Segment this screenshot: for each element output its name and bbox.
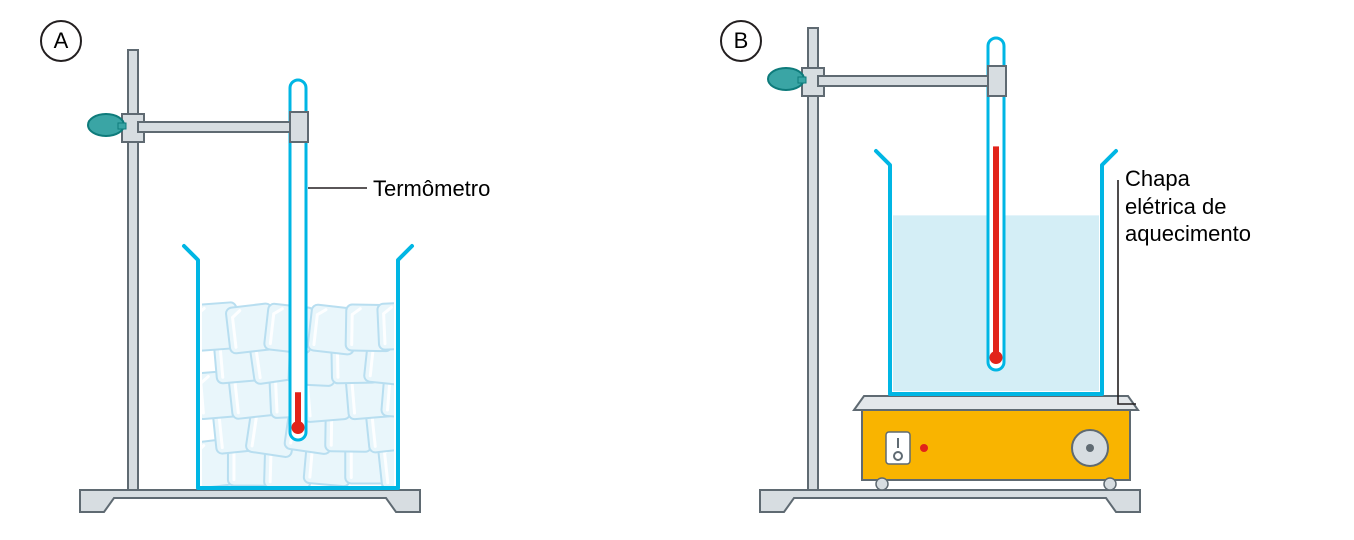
svg-a: [40, 20, 500, 520]
thermometer-label: Termômetro: [373, 175, 490, 203]
panel-a: A: [40, 20, 500, 520]
hotplate-label: Chapaelétrica deaquecimento: [1125, 165, 1275, 248]
diagram-row: A: [40, 20, 1314, 520]
svg-b: [720, 20, 1280, 520]
panel-badge-b: B: [720, 20, 762, 62]
panel-badge-a: A: [40, 20, 82, 62]
scene-a: Termômetro: [40, 20, 500, 520]
scene-b: Chapaelétrica deaquecimento: [720, 20, 1280, 520]
panel-b: B Chapaelétrica deaqueciment: [720, 20, 1280, 520]
